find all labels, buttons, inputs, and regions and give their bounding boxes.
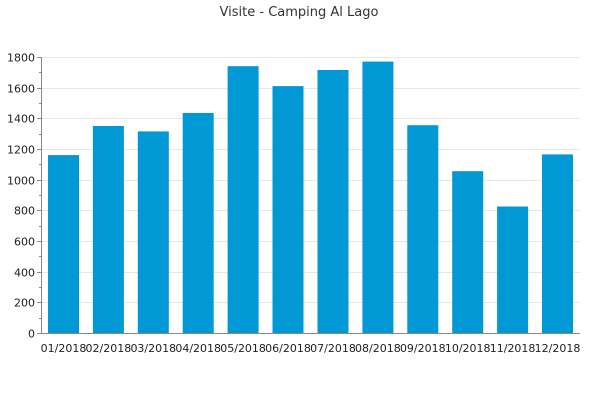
x-tick-label: 02/2018 [86,342,132,355]
x-tick-label: 11/2018 [490,342,536,355]
bar [497,206,529,333]
bar [317,70,349,333]
grid-lines [41,57,580,303]
x-tick-label: 09/2018 [400,342,446,355]
x-tick-label: 07/2018 [310,342,356,355]
bar [272,86,304,333]
y-tick-labels: 0 200 400 600 800 1000 1200 1400 1600 1800 [7,52,35,341]
y-tick-label: 1600 [7,83,35,96]
bars [48,61,573,333]
x-tick-label: 10/2018 [445,342,491,355]
x-tick-label: 03/2018 [130,342,176,355]
y-tick-label: 1200 [7,144,35,157]
x-tick-label: 04/2018 [175,342,221,355]
x-tick-label: 12/2018 [535,342,581,355]
x-tick-label: 05/2018 [220,342,266,355]
bar [452,171,484,333]
bar [182,113,214,333]
bar [362,61,394,333]
bar [92,126,124,333]
bar [407,125,439,333]
y-tick-label: 0 [28,328,35,341]
x-tick-label: 01/2018 [41,342,87,355]
y-tick-label: 400 [14,267,35,280]
bar [227,66,259,333]
y-tick-label: 200 [14,297,35,310]
axes [37,57,580,334]
y-tick-label: 1000 [7,175,35,188]
y-tick-label: 800 [14,205,35,218]
x-tick-label: 06/2018 [265,342,311,355]
chart-title: Visite - Camping Al Lago [220,5,379,20]
x-tick-label: 08/2018 [355,342,401,355]
y-tick-label: 1800 [7,52,35,65]
bar [48,155,79,333]
x-tick-labels: 01/2018 02/2018 03/2018 04/2018 05/2018 06/20… [41,342,581,355]
bar [137,131,169,333]
y-tick-label: 1400 [7,113,35,126]
y-tick-label: 600 [14,236,35,249]
bar [542,154,573,333]
